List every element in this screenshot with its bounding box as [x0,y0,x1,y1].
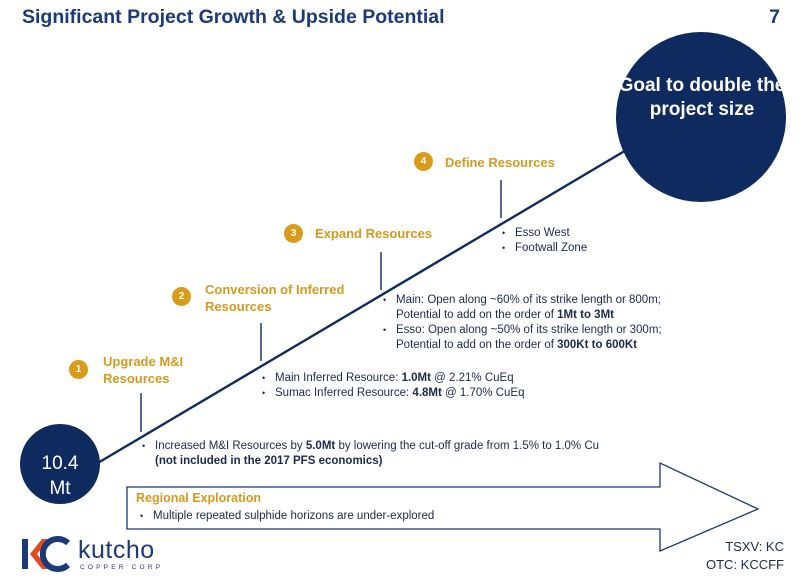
list-item: Main: Open along ~60% of its strike leng… [379,293,662,323]
start-number: 10.4 [41,453,79,474]
list-item: Footwall Zone [498,241,587,256]
regional-list: Multiple repeated sulphide horizons are … [136,509,434,524]
ticker-symbols: TSXV: KC OTC: KCCFF [706,538,784,574]
detail-text: Potential to add on the order of [396,309,558,321]
list-item: Multiple repeated sulphide horizons are … [136,509,434,524]
regional-arrow [126,461,760,552]
list-item: Esso West [498,226,587,241]
logo-mark-icon [22,536,71,572]
list-item: Main Inferred Resource: 1.0Mt @ 2.21% Cu… [258,371,524,386]
step-3-details: Main: Open along ~60% of its strike leng… [379,293,662,353]
list-item: Sumac Inferred Resource: 4.8Mt @ 1.70% C… [258,386,524,401]
company-logo: kutcho COPPER CORP [20,535,190,575]
growth-line [85,134,651,472]
ticker-tsxv: TSXV: KC [725,539,784,554]
page-number: 7 [769,6,780,28]
step-4-label: Define Resources [445,155,555,170]
step-3-label: Expand Resources [315,226,433,241]
start-unit: Mt [49,478,71,499]
detail-value: 300Kt to 600Kt [557,339,638,351]
step-1-details: Increased M&I Resources by 5.0Mt by lowe… [138,439,599,469]
goal-circle [616,32,786,202]
detail-value: 1.0Mt [401,372,431,384]
detail-value: 1Mt to 3Mt [557,309,614,321]
detail-text: @ 1.70% CuEq [441,387,525,399]
ticker-otc: OTC: KCCFF [706,557,784,572]
detail-text: Sumac Inferred Resource: [275,387,413,399]
detail-text: @ 2.21% CuEq [430,372,514,384]
list-item: Esso: Open along ~50% of its strike leng… [379,323,662,353]
step-2-label: Conversion of Inferred Resources [205,282,345,314]
step-2-details: Main Inferred Resource: 1.0Mt @ 2.21% Cu… [258,371,524,401]
start-circle [20,424,100,504]
step-1-label: Upgrade M&I Resources [103,354,184,386]
detail-text: Esso: Open along ~50% of its strike leng… [396,324,662,336]
step-4-badge: 4 [414,152,433,171]
step-4-details: Esso West Footwall Zone [498,226,587,256]
detail-text: Main: Open along ~60% of its strike leng… [396,294,661,306]
goal-text: Goal to double the project size [618,75,786,120]
detail-text: Main Inferred Resource: [275,372,402,384]
detail-value: 5.0Mt [305,440,336,452]
regional-title: Regional Exploration [136,491,262,505]
page-title: Significant Project Growth & Upside Pote… [22,6,445,28]
step-3-badge: 3 [284,224,303,243]
step-2-badge: 2 [172,287,191,306]
detail-text: Potential to add on the order of [396,339,558,351]
detail-note: (not included in the 2017 PFS economics) [155,455,383,467]
logo-wordmark: kutcho [78,536,155,564]
detail-text: Increased M&I Resources by [155,440,306,452]
list-item: Increased M&I Resources by 5.0Mt by lowe… [138,439,599,469]
start-value: 10.4 Mt [22,451,98,501]
detail-text: by lowering the cut-off grade from 1.5% … [335,440,600,452]
step-1-badge: 1 [69,360,88,379]
logo-subtitle: COPPER CORP [80,564,164,571]
detail-value: 4.8Mt [412,387,442,399]
